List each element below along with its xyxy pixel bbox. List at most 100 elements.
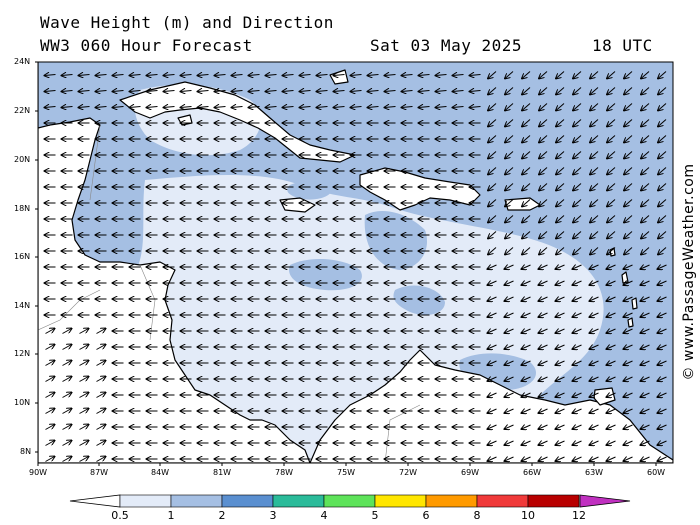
direction-arrow [45,393,55,398]
direction-arrow [522,199,531,207]
direction-arrow [488,183,497,191]
direction-arrow [607,247,616,255]
direction-arrow [402,107,413,108]
direction-arrow [607,231,616,239]
direction-arrow [79,345,89,350]
direction-arrow [453,75,464,76]
direction-arrow [641,281,650,285]
direction-arrow [658,457,667,461]
direction-arrow [96,75,107,76]
direction-arrow [556,103,565,111]
colorbar-tick: 8 [473,509,481,522]
direction-arrow [556,151,565,159]
colorbar-cell [221,494,274,508]
direction-arrow [402,91,413,92]
direction-arrow [96,329,106,334]
direction-arrow [130,91,141,92]
direction-arrow [607,135,616,143]
direction-arrow [96,345,106,350]
direction-arrow [658,361,667,365]
lon-label: 84W [151,468,170,477]
colorbar-tick: 0.5 [111,509,129,522]
direction-arrow [45,425,55,430]
direction-arrow [641,135,650,143]
direction-arrow [283,91,294,92]
direction-arrow [658,313,667,317]
direction-arrow [79,425,89,430]
direction-arrow [607,167,616,175]
direction-arrow [539,151,548,159]
direction-arrow [607,441,616,445]
direction-arrow [641,457,650,461]
direction-arrow [641,183,650,191]
direction-arrow [590,87,599,95]
direction-arrow [79,91,90,92]
direction-arrow [641,329,650,333]
direction-arrow [641,441,650,445]
direction-arrow [556,393,565,397]
direction-arrow [62,377,72,382]
direction-arrow [539,199,548,207]
colorbar-tick: 6 [422,509,430,522]
direction-arrow [522,215,531,223]
direction-arrow [505,329,514,333]
direction-arrow [641,425,650,429]
direction-arrow [488,151,497,159]
direction-arrow [590,71,599,79]
direction-arrow [488,71,497,79]
direction-arrow [62,361,72,366]
direction-arrow [624,151,633,159]
direction-arrow [488,231,497,239]
direction-arrow [488,297,497,301]
direction-arrow [505,199,514,207]
direction-arrow [590,313,599,317]
direction-arrow [539,297,548,301]
direction-arrow [522,409,531,413]
lon-label: 87W [90,468,109,477]
direction-arrow [556,457,565,461]
direction-arrow [658,377,667,381]
direction-arrow [232,91,243,92]
direction-arrow [624,441,633,445]
colorbar-tick: 2 [218,509,226,522]
direction-arrow [556,265,565,269]
direction-arrow [505,457,514,461]
direction-arrow [658,103,667,111]
forecast-date: Sat 03 May 2025 [370,36,522,55]
direction-arrow [522,119,531,127]
land-antilles-3 [631,297,638,310]
direction-arrow [590,297,599,301]
direction-arrow [658,71,667,79]
lat-label: 14N [14,301,31,310]
direction-arrow [96,425,106,430]
direction-arrow [522,71,531,79]
direction-arrow [607,87,616,95]
direction-arrow [556,135,565,143]
direction-arrow [249,91,260,92]
direction-arrow [164,107,175,108]
direction-arrow [232,107,243,108]
direction-arrow [505,215,514,223]
direction-arrow [539,231,548,239]
direction-arrow [607,393,616,397]
direction-arrow [505,183,514,191]
direction-arrow [522,167,531,175]
direction-arrow [249,75,260,76]
direction-arrow [658,441,667,445]
direction-arrow [470,75,481,76]
direction-arrow [607,71,616,79]
direction-arrow [556,313,565,317]
direction-arrow [641,297,650,301]
direction-arrow [556,425,565,429]
direction-arrow [488,103,497,111]
direction-arrow [505,71,514,79]
direction-arrow [79,409,89,414]
direction-arrow [419,91,430,92]
direction-arrow [522,425,531,429]
direction-arrow [658,345,667,349]
direction-arrow [522,103,531,111]
direction-arrow [62,75,73,76]
direction-arrow [522,313,531,317]
direction-arrow [590,199,599,207]
colorbar-tick: 10 [521,509,535,522]
